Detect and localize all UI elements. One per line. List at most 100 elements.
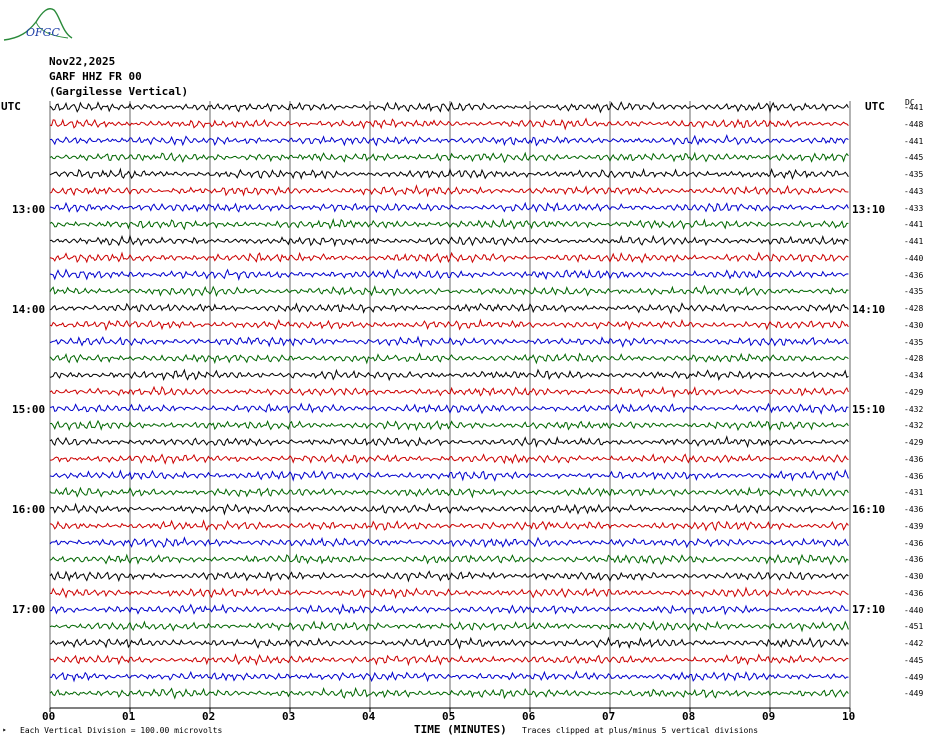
trace-line: [49, 167, 849, 180]
x-tick-label: 00: [42, 710, 56, 723]
trace-line: [49, 419, 849, 432]
dc-offset-value: -435: [904, 170, 924, 179]
left-hour-label: 16:00: [12, 503, 46, 516]
trace-line: [49, 335, 849, 348]
time-grid: [49, 101, 851, 709]
x-tick-label: 05: [442, 710, 456, 723]
dc-offset-value: -436: [904, 588, 924, 598]
dc-offset-value: -441: [904, 103, 924, 112]
dc-offset-value: -436: [904, 471, 924, 481]
dc-offset-value: -436: [904, 505, 924, 514]
dc-offset-value: -429: [904, 387, 924, 397]
utc-left-label: UTC: [1, 100, 21, 113]
dc-offset-value: -440: [904, 253, 924, 263]
header-station: GARF HHZ FR 00: [49, 70, 142, 83]
left-hour-label: 14:00: [12, 303, 46, 316]
trace-line: [49, 653, 849, 667]
dc-offset-value: -442: [904, 639, 924, 648]
logo-text: OFGC: [26, 26, 60, 39]
trace-line: [49, 536, 849, 549]
dc-offset-value: -435: [904, 337, 924, 347]
trace-line: [49, 234, 849, 248]
clip-note: Traces clipped at plus/minus 5 vertical …: [522, 726, 759, 735]
trace-line: [49, 435, 849, 449]
right-hour-label: 16:10: [852, 503, 886, 516]
dc-offset-value: -430: [904, 572, 924, 581]
dc-offset-value: -436: [904, 454, 924, 464]
right-hour-label: 14:10: [852, 303, 886, 316]
header-date: Nov22,2025: [49, 55, 116, 68]
dc-offset-value: -451: [904, 622, 924, 632]
dc-offset-value: -428: [904, 304, 924, 313]
x-tick-label: 06: [522, 710, 536, 723]
dc-offset-value: -445: [904, 153, 924, 163]
trace-line: [49, 352, 849, 365]
dc-offset-value: -431: [904, 488, 924, 498]
dc-offset-value: -434: [904, 371, 924, 380]
trace-line: [49, 368, 849, 382]
trace-line: [49, 603, 849, 616]
trace-line: [49, 570, 849, 583]
trace-line: [49, 502, 849, 516]
trace-line: [49, 402, 849, 415]
trace-line: [49, 670, 849, 683]
left-hour-label: 13:00: [12, 203, 46, 216]
trace-line: [49, 134, 849, 147]
trace-line: [50, 453, 849, 465]
trace-line: [49, 101, 849, 114]
x-axis-title: TIME (MINUTES): [414, 723, 507, 736]
dc-offset-value: -435: [904, 287, 924, 297]
dc-offset-value: -436: [904, 538, 924, 548]
dc-offset-value: -436: [904, 555, 924, 565]
dc-offset-value: -441: [904, 220, 924, 230]
dc-offset-value: -429: [904, 438, 924, 447]
trace-line: [49, 686, 849, 700]
left-hour-label: 15:00: [12, 403, 46, 416]
trace-line: [49, 318, 849, 332]
x-tick-label: 02: [202, 710, 216, 723]
right-hour-label: 17:10: [852, 603, 886, 616]
trace-line: [49, 636, 849, 650]
x-tick-label: 03: [282, 710, 296, 723]
dc-offset-value: -441: [904, 237, 924, 246]
trace-line: [49, 268, 849, 281]
right-hour-label: 13:10: [852, 203, 886, 216]
scale-icon: ‣: [2, 726, 7, 735]
trace-line: [49, 201, 849, 214]
right-hour-label: 15:10: [852, 403, 886, 416]
dc-offset-value: -448: [904, 119, 924, 129]
trace-line: [49, 302, 849, 315]
dc-header-label: DC: [905, 98, 915, 107]
trace-line: [49, 385, 849, 399]
dc-offset-value: -430: [904, 320, 924, 330]
scale-note: Each Vertical Division = 100.00 microvol…: [20, 726, 223, 735]
trace-line: [49, 251, 849, 264]
dc-offset-value: -449: [904, 689, 924, 699]
dc-offset-value: -428: [904, 354, 924, 364]
trace-line: [49, 486, 849, 499]
dc-offset-value: -433: [904, 203, 924, 213]
dc-offset-value: -441: [904, 136, 924, 146]
trace-line: [49, 184, 849, 198]
x-tick-label: 08: [682, 710, 696, 723]
trace-line: [49, 468, 849, 482]
trace-line: [49, 586, 849, 600]
utc-right-label: UTC: [865, 100, 885, 113]
dc-offset-value: -432: [904, 404, 924, 414]
trace-line: [49, 553, 849, 566]
dc-offset-value: -432: [904, 421, 924, 431]
dc-offset-value: -449: [904, 672, 924, 682]
trace-line: [49, 117, 849, 131]
x-tick-label: 01: [122, 710, 136, 723]
left-hour-label: 17:00: [12, 603, 46, 616]
trace-line: [49, 284, 849, 298]
header-site: (Gargilesse Vertical): [49, 85, 189, 98]
dc-offset-value: -439: [904, 521, 924, 531]
trace-line: [49, 620, 849, 633]
x-tick-label: 09: [762, 710, 776, 723]
dc-offset-value: -443: [904, 186, 924, 196]
dc-offset-value: -436: [904, 270, 924, 280]
x-tick-label: 04: [362, 710, 376, 723]
trace-line: [49, 217, 849, 231]
